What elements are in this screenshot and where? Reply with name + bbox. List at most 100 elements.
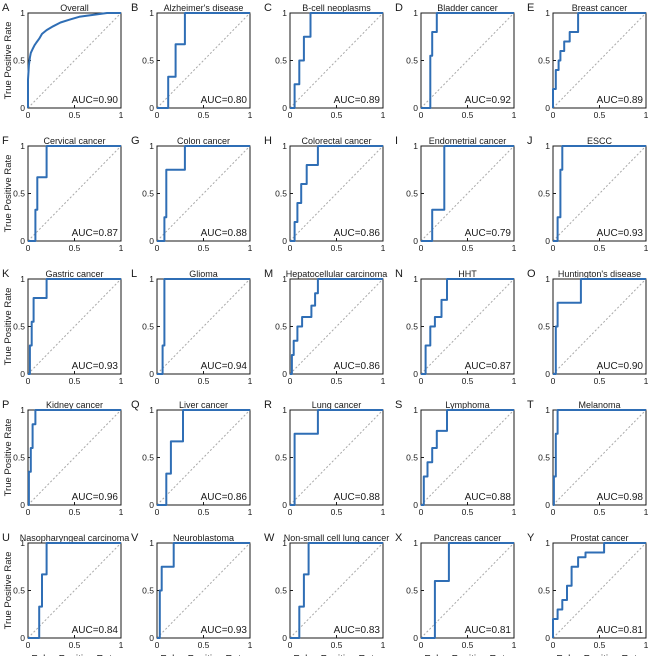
chance-diagonal [156, 12, 251, 109]
y-tick-label: 0.5 [275, 189, 287, 199]
x-tick-label: 0.5 [594, 376, 606, 386]
y-tick-label: 0.5 [142, 189, 154, 199]
x-tick-label: 1 [248, 243, 253, 253]
x-tick-label: 0.5 [331, 376, 343, 386]
panel-title: Melanoma [578, 400, 620, 410]
y-tick-label: 0.5 [406, 586, 418, 596]
y-tick-label: 1 [20, 405, 25, 415]
auc-label: AUC=0.93 [201, 625, 248, 636]
y-tick-label: 0 [282, 369, 287, 379]
x-tick-label: 1 [119, 110, 124, 120]
chance-diagonal [552, 12, 647, 109]
x-tick-label: 1 [248, 640, 253, 650]
y-axis-label: True Positive Rate [3, 552, 14, 630]
x-tick-label: 0 [26, 110, 31, 120]
x-tick-label: 1 [644, 376, 649, 386]
x-tick-label: 0 [288, 110, 293, 120]
y-tick-label: 0 [413, 633, 418, 643]
y-tick-label: 0.5 [275, 322, 287, 332]
auc-label: AUC=0.79 [465, 228, 512, 239]
auc-label: AUC=0.93 [72, 361, 119, 372]
x-tick-label: 1 [119, 376, 124, 386]
auc-label: AUC=0.87 [465, 361, 512, 372]
y-tick-label: 1 [149, 405, 154, 415]
x-tick-label: 0 [155, 110, 160, 120]
x-tick-label: 0 [155, 376, 160, 386]
x-tick-label: 0 [155, 507, 160, 517]
panel-letter: N [395, 268, 403, 280]
panel-letter: D [395, 2, 403, 14]
y-tick-label: 0 [545, 103, 550, 113]
chance-diagonal [552, 409, 647, 506]
y-tick-label: 1 [545, 141, 550, 151]
panel-letter: K [2, 268, 10, 280]
y-tick-label: 0 [20, 369, 25, 379]
panel-title: HHT [458, 269, 477, 279]
x-tick-label: 0.5 [462, 376, 474, 386]
panel-letter: M [264, 268, 273, 280]
y-tick-label: 0.5 [538, 322, 550, 332]
x-tick-label: 1 [512, 110, 517, 120]
y-tick-label: 1 [545, 274, 550, 284]
x-tick-label: 1 [512, 376, 517, 386]
x-axis-label: False Positive Rate [293, 654, 380, 656]
x-tick-label: 0.5 [69, 640, 81, 650]
x-tick-label: 0.5 [331, 640, 343, 650]
x-axis-label: False Positive Rate [556, 654, 643, 656]
x-tick-label: 0 [288, 376, 293, 386]
y-tick-label: 0.5 [13, 322, 25, 332]
panel-letter: L [131, 268, 137, 280]
panel-letter: W [264, 532, 275, 544]
x-axis-label: False Positive Rate [31, 654, 118, 656]
chance-diagonal [156, 145, 251, 242]
y-tick-label: 1 [282, 538, 287, 548]
chance-diagonal [27, 409, 122, 506]
y-tick-label: 1 [20, 141, 25, 151]
x-tick-label: 1 [512, 640, 517, 650]
auc-label: AUC=0.80 [201, 95, 248, 106]
y-tick-label: 1 [149, 274, 154, 284]
roc-curve [552, 12, 646, 108]
y-tick-label: 1 [282, 141, 287, 151]
roc-curve [553, 145, 646, 242]
y-tick-label: 1 [149, 8, 154, 18]
chance-diagonal [27, 145, 122, 242]
x-tick-label: 0 [419, 110, 424, 120]
y-tick-label: 0 [282, 103, 287, 113]
panel-title: Lung cancer [312, 400, 362, 410]
y-tick-label: 0 [282, 236, 287, 246]
x-tick-label: 1 [381, 376, 386, 386]
y-tick-label: 0.5 [142, 56, 154, 66]
y-tick-label: 1 [413, 8, 418, 18]
auc-label: AUC=0.86 [334, 228, 381, 239]
x-tick-label: 1 [644, 507, 649, 517]
chance-diagonal [27, 278, 122, 375]
roc-curve [290, 278, 383, 375]
roc-curve [290, 409, 383, 506]
chance-diagonal [156, 278, 251, 375]
roc-curve [27, 12, 121, 108]
y-tick-label: 0 [149, 633, 154, 643]
auc-label: AUC=0.88 [334, 492, 381, 503]
chance-diagonal [420, 409, 515, 506]
panel-title: Lymphoma [445, 400, 489, 410]
panel-title: Huntington's disease [558, 269, 641, 279]
roc-curve [421, 409, 514, 506]
x-tick-label: 1 [119, 507, 124, 517]
x-tick-label: 0.5 [69, 507, 81, 517]
roc-curve [157, 409, 250, 506]
panel-letter: B [131, 2, 138, 14]
panel-letter: A [2, 2, 10, 14]
y-tick-label: 0.5 [275, 586, 287, 596]
y-tick-label: 0.5 [13, 189, 25, 199]
y-tick-label: 0 [20, 633, 25, 643]
auc-label: AUC=0.86 [201, 492, 248, 503]
x-tick-label: 0.5 [594, 110, 606, 120]
